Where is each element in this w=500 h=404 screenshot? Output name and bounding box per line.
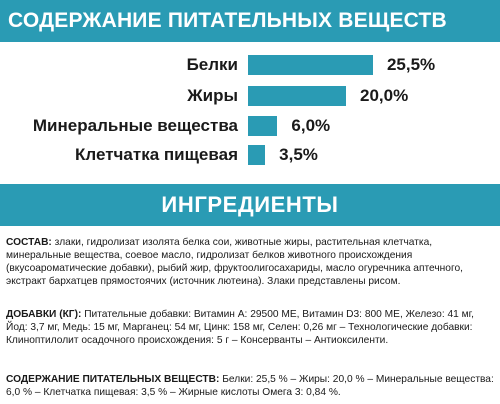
nutrient-content-paragraph: СОДЕРЖАНИЕ ПИТАТЕЛЬНЫХ ВЕЩЕСТВ: Белки: 2… bbox=[6, 373, 496, 399]
nutrient-bar bbox=[248, 145, 266, 165]
nutrient-label: Клетчатка пищевая bbox=[75, 145, 238, 164]
additives-paragraph: ДОБАВКИ (КГ): Питательные добавки: Витам… bbox=[6, 308, 496, 347]
nutrient-value: 25,5% bbox=[386, 55, 436, 74]
ingredients-title-banner: ИНГРЕДИЕНТЫ bbox=[0, 184, 500, 226]
nutrient-label: Минеральные вещества bbox=[32, 116, 238, 135]
nutrient-label: Белки bbox=[186, 55, 238, 74]
nutrient-bar bbox=[248, 116, 278, 136]
nutrient-row: Клетчатка пищевая 3,5% bbox=[0, 142, 500, 168]
nutrient-row: Жиры 20,0% bbox=[0, 83, 500, 109]
nutrient-bar bbox=[248, 55, 373, 75]
nutrient-value: 20,0% bbox=[360, 86, 409, 105]
composition-text: злаки, гидролизат изолята белка сои, жив… bbox=[6, 237, 463, 287]
nutrient-value: 3,5% bbox=[279, 145, 318, 164]
nutrient-row: Белки 25,5% bbox=[0, 52, 500, 78]
composition-paragraph: СОСТАВ: злаки, гидролизат изолята белка … bbox=[6, 236, 496, 288]
nutrients-title-banner: СОДЕРЖАНИЕ ПИТАТЕЛЬНЫХ ВЕЩЕСТВ bbox=[0, 0, 500, 42]
additives-label: ДОБАВКИ (КГ): bbox=[6, 309, 82, 320]
nutrient-row: Минеральные вещества 6,0% bbox=[0, 113, 500, 139]
nutrient-content-label: СОДЕРЖАНИЕ ПИТАТЕЛЬНЫХ ВЕЩЕСТВ: bbox=[6, 374, 220, 385]
nutrient-content-text: Белки: 25,5 % – Жиры: 20,0 % – Минеральн… bbox=[6, 374, 494, 398]
nutrient-value: 6,0% bbox=[291, 116, 331, 135]
additives-text: Питательные добавки: Витамин А: 29500 МЕ… bbox=[6, 309, 474, 346]
composition-label: СОСТАВ: bbox=[6, 237, 52, 248]
nutrient-label: Жиры bbox=[187, 86, 238, 105]
nutrient-bar bbox=[248, 86, 346, 106]
